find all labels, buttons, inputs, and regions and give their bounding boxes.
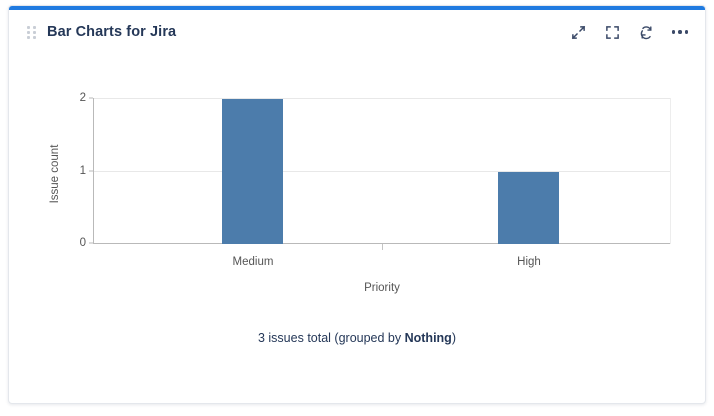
axis-line-y [93, 98, 94, 244]
y-tick-label-2: 2 [79, 92, 86, 104]
y-tick-mark-2 [89, 97, 93, 99]
bar-medium[interactable] [222, 99, 283, 244]
gridline-1 [93, 171, 671, 172]
y-tick-mark-0 [89, 242, 93, 244]
y-tick-mark-1 [89, 170, 93, 172]
summary-suffix: ) [451, 331, 456, 345]
category-divider-tick [382, 244, 383, 250]
x-tick-label-high: High [517, 256, 541, 268]
gadget-card: Bar Charts for Jira [8, 5, 706, 404]
summary-group-by: Nothing [404, 331, 452, 345]
bar-chart: Issue count 2 1 0 [9, 54, 705, 309]
more-options-icon[interactable] [667, 19, 693, 45]
axis-line-x [93, 243, 671, 244]
gadget-header: Bar Charts for Jira [9, 10, 705, 54]
refresh-icon[interactable] [633, 19, 659, 45]
summary-prefix: 3 issues total (grouped by [257, 331, 405, 345]
accent-bar [9, 6, 705, 10]
header-actions [565, 19, 693, 45]
plot-area: 2 1 0 Medium High Priority [80, 92, 671, 294]
gridline-2 [93, 98, 671, 99]
plot-right-edge [670, 98, 671, 244]
fullscreen-icon[interactable] [599, 19, 625, 45]
bar-high[interactable] [498, 172, 559, 244]
x-axis-title: Priority [364, 282, 400, 294]
chart-summary: 3 issues total (grouped by Nothing) [9, 331, 705, 345]
collapse-icon[interactable] [565, 19, 591, 45]
gadget-title: Bar Charts for Jira [47, 24, 177, 40]
drag-handle-icon[interactable] [27, 24, 37, 40]
x-tick-label-medium: Medium [232, 256, 274, 268]
y-axis-title: Issue count [49, 144, 61, 204]
y-tick-label-1: 1 [79, 165, 86, 177]
y-tick-label-0: 0 [79, 237, 86, 249]
